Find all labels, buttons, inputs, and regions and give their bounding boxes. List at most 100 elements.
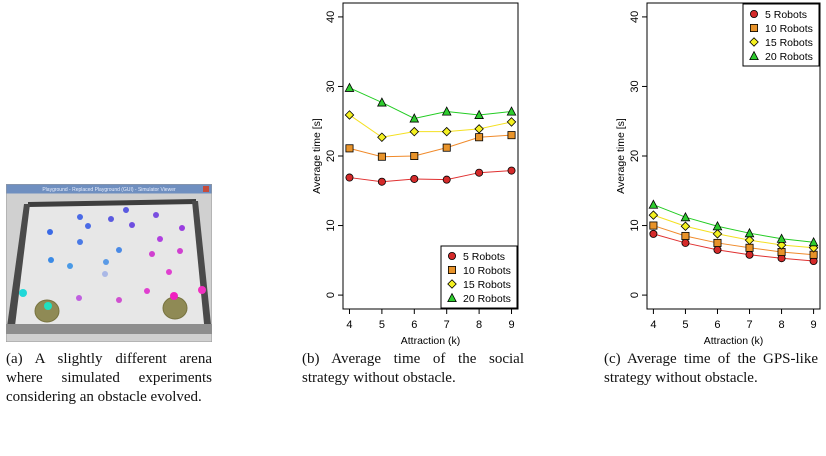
y-tick-label: 10 (629, 219, 641, 231)
data-point (681, 238, 690, 247)
series-line (653, 225, 814, 256)
legend: 5 Robots 10 Robots 15 Robots 20 Robots (742, 3, 820, 67)
y-tick-label: 20 (325, 150, 337, 162)
chart-gps-strategy: 0 10 20 30 40 4 5 6 7 8 9 Attraction (k) Average tim… (615, 2, 821, 347)
data-point (745, 243, 754, 252)
x-tick-label: 7 (746, 319, 752, 331)
y-tick-label: 30 (629, 80, 641, 92)
legend-label: 15 Robots (463, 279, 511, 291)
robot (85, 223, 91, 229)
robot (170, 292, 178, 300)
robot (166, 269, 172, 275)
y-axis-label: Average time [s] (311, 118, 323, 194)
x-tick-label: 4 (650, 319, 656, 331)
robot (116, 297, 122, 303)
arena-floor (10, 203, 205, 334)
data-point (507, 166, 516, 175)
y-tick-label: 30 (325, 80, 337, 92)
data-point (745, 250, 754, 259)
x-tick-label: 9 (508, 319, 514, 331)
robot (179, 225, 185, 231)
y-tick-label: 40 (629, 11, 641, 23)
series-4 (648, 199, 819, 247)
robots (19, 207, 206, 310)
data-point (377, 132, 387, 142)
data-point (377, 177, 386, 186)
robot (48, 257, 54, 263)
legend-label: 10 Robots (765, 23, 813, 35)
arena-wall-left (6, 204, 30, 334)
arena-wall-front (6, 324, 212, 334)
x-tick-label: 6 (411, 319, 417, 331)
y-tick-label: 0 (629, 292, 641, 298)
data-point (410, 174, 419, 183)
series-1 (649, 229, 818, 266)
data-point (345, 144, 354, 153)
x-tick-label: 6 (714, 319, 720, 331)
robot (77, 239, 83, 245)
data-point (712, 220, 723, 231)
close-window-button[interactable] (203, 186, 209, 192)
arena-wall-back (28, 199, 196, 207)
legend-marker (749, 50, 759, 60)
data-point (680, 211, 691, 222)
robot (47, 229, 53, 235)
robot (103, 259, 109, 265)
robot (123, 207, 129, 213)
x-tick-label: 8 (778, 319, 784, 331)
robot (144, 288, 150, 294)
robot (102, 271, 108, 277)
legend: 5 Robots 10 Robots 15 Robots 20 Robots (440, 245, 518, 309)
data-point (442, 175, 451, 184)
simulator-titlebar (6, 184, 212, 194)
data-point (808, 236, 819, 247)
data-point (441, 106, 452, 116)
data-point (776, 233, 787, 243)
data-point (648, 210, 659, 220)
data-point (442, 143, 451, 152)
series-line (653, 233, 814, 262)
data-point (441, 126, 452, 137)
data-point (713, 245, 722, 254)
legend-label: 20 Robots (765, 51, 813, 63)
series-4 (344, 82, 517, 123)
series-line (349, 114, 512, 138)
legend-marker (447, 292, 457, 303)
data-point (713, 238, 722, 247)
legend-marker (447, 251, 456, 260)
y-tick-label: 40 (325, 11, 337, 23)
series-line (653, 214, 814, 249)
robot (177, 248, 183, 254)
x-tick-label: 4 (346, 319, 352, 331)
series-line (349, 170, 512, 183)
robot (77, 214, 83, 220)
data-point (776, 240, 787, 250)
data-point (474, 109, 484, 119)
x-axis-label: Attraction (k) (704, 335, 764, 347)
robot (19, 289, 27, 297)
caption-c: (c) Average time of the GPS-like strateg… (604, 351, 818, 386)
data-point (681, 231, 690, 240)
data-point (507, 131, 516, 140)
data-point (377, 97, 387, 107)
x-tick-label: 9 (811, 319, 817, 331)
series-line (349, 87, 512, 119)
legend-label: 20 Robots (463, 293, 511, 305)
robot (44, 302, 52, 310)
series-3 (344, 110, 517, 142)
data-point (475, 168, 484, 177)
series-line (349, 134, 512, 158)
goal-area-right (162, 296, 188, 320)
x-tick-label: 5 (682, 319, 688, 331)
y-tick-label: 20 (629, 150, 641, 162)
robot (153, 212, 159, 218)
x-axis-label: Attraction (k) (401, 335, 461, 347)
data-point (344, 110, 355, 120)
simulator-window-title: Playground - Replaced Playground (GUI) -… (42, 187, 176, 193)
y-tick-label: 0 (325, 292, 337, 298)
robot (116, 247, 122, 253)
data-point (649, 221, 658, 230)
series-2 (345, 131, 516, 161)
legend-marker (447, 265, 456, 274)
data-point (648, 199, 659, 209)
